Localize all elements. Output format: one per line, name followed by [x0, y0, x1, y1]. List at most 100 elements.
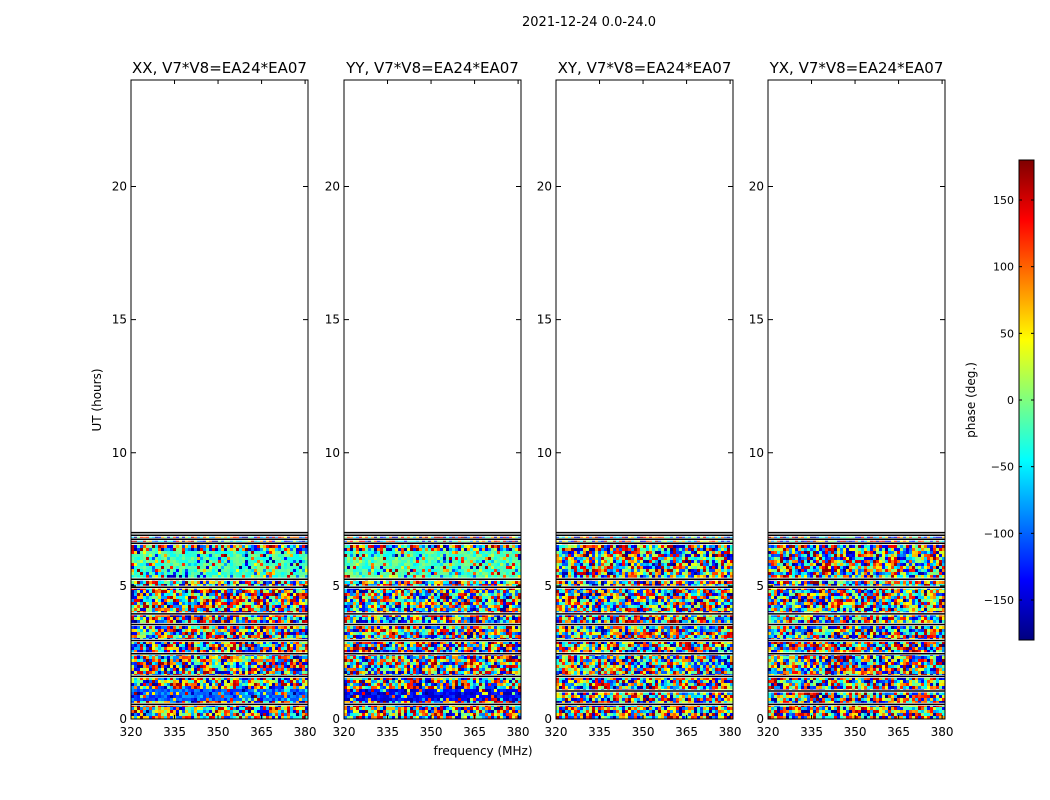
heatmap-cell — [509, 671, 512, 674]
heatmap-cell — [251, 692, 254, 695]
heatmap-cell — [149, 605, 152, 608]
heatmap-cell — [443, 683, 446, 686]
heatmap-cell — [131, 596, 134, 599]
heatmap-cell — [158, 617, 161, 620]
heatmap-cell — [284, 536, 287, 539]
heatmap-cell — [461, 689, 464, 692]
heatmap-cell — [485, 677, 488, 680]
heatmap-cell — [257, 593, 260, 596]
heatmap-cell — [347, 683, 350, 686]
heatmap-cell — [515, 656, 518, 659]
heatmap-cell — [197, 641, 200, 644]
heatmap-cell — [254, 572, 257, 575]
heatmap-cell — [230, 662, 233, 665]
heatmap-cell — [449, 680, 452, 683]
heatmap-cell — [143, 617, 146, 620]
heatmap-cell — [164, 644, 167, 647]
heatmap-cell — [467, 668, 470, 671]
heatmap-cell — [365, 701, 368, 704]
heatmap-cell — [182, 677, 185, 680]
heatmap-cell — [242, 590, 245, 593]
heatmap-cell — [164, 650, 167, 653]
heatmap-cell — [416, 716, 419, 719]
heatmap-cell — [275, 566, 278, 569]
heatmap-cell — [242, 692, 245, 695]
heatmap-cell — [278, 635, 281, 638]
heatmap-cell — [149, 635, 152, 638]
heatmap-cell — [191, 635, 194, 638]
heatmap-cell — [260, 677, 263, 680]
heatmap-cell — [236, 545, 239, 548]
heatmap-cell — [482, 671, 485, 674]
heatmap-cell — [374, 677, 377, 680]
heatmap-cell — [209, 695, 212, 698]
heatmap-cell — [194, 620, 197, 623]
heatmap-cell — [368, 710, 371, 713]
heatmap-cell — [506, 677, 509, 680]
heatmap-cell — [497, 680, 500, 683]
heatmap-cell — [500, 668, 503, 671]
heatmap-cell — [221, 563, 224, 566]
heatmap-cell — [179, 608, 182, 611]
heatmap-cell — [242, 689, 245, 692]
heatmap-cell — [197, 626, 200, 629]
heatmap-cell — [473, 668, 476, 671]
heatmap-cell — [236, 671, 239, 674]
heatmap-cell — [440, 716, 443, 719]
heatmap-cell — [233, 662, 236, 665]
heatmap-cell — [137, 647, 140, 650]
heatmap-cell — [260, 584, 263, 587]
heatmap-cell — [269, 545, 272, 548]
heatmap-cell — [371, 716, 374, 719]
heatmap-cell — [236, 554, 239, 557]
heatmap-cell — [491, 695, 494, 698]
heatmap-cell — [155, 683, 158, 686]
heatmap-cell — [161, 686, 164, 689]
heatmap-cell — [143, 599, 146, 602]
heatmap-cell — [455, 659, 458, 662]
heatmap-cell — [230, 572, 233, 575]
heatmap-cell — [167, 593, 170, 596]
heatmap-cell — [410, 692, 413, 695]
heatmap-cell — [287, 647, 290, 650]
heatmap-cell — [494, 692, 497, 695]
heatmap-cell — [374, 686, 377, 689]
heatmap-cell — [188, 680, 191, 683]
heatmap-cell — [254, 635, 257, 638]
heatmap-cell — [293, 551, 296, 554]
heatmap-cell — [236, 692, 239, 695]
heatmap-cell — [488, 713, 491, 716]
heatmap-cell — [224, 698, 227, 701]
heatmap-cell — [257, 557, 260, 560]
heatmap-cell — [137, 650, 140, 653]
heatmap-cell — [152, 590, 155, 593]
heatmap-cell — [155, 689, 158, 692]
heatmap-cell — [197, 701, 200, 704]
heatmap-cell — [464, 677, 467, 680]
heatmap-cell — [371, 686, 374, 689]
heatmap-cell — [467, 659, 470, 662]
heatmap-cell — [410, 716, 413, 719]
heatmap-cell — [152, 683, 155, 686]
heatmap-cell — [284, 560, 287, 563]
heatmap-cell — [248, 713, 251, 716]
heatmap-cell — [404, 680, 407, 683]
heatmap-cell — [215, 554, 218, 557]
heatmap-cell — [230, 581, 233, 584]
heatmap-cell — [293, 635, 296, 638]
heatmap-0 — [131, 533, 308, 719]
heatmap-cell — [476, 695, 479, 698]
heatmap-cell — [266, 617, 269, 620]
heatmap-cell — [410, 656, 413, 659]
heatmap-cell — [299, 683, 302, 686]
heatmap-cell — [170, 695, 173, 698]
heatmap-cell — [449, 665, 452, 668]
heatmap-cell — [131, 626, 134, 629]
heatmap-cell — [239, 677, 242, 680]
heatmap-cell — [248, 656, 251, 659]
heatmap-cell — [431, 695, 434, 698]
heatmap-cell — [437, 716, 440, 719]
heatmap-cell — [275, 572, 278, 575]
heatmap-cell — [293, 647, 296, 650]
